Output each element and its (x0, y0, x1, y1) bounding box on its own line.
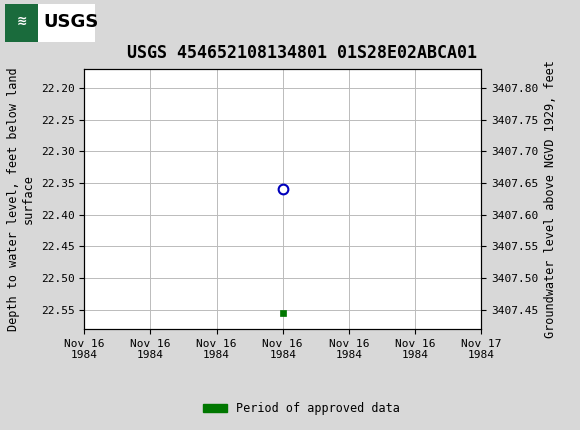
Bar (5, 3, 95, 42)
Text: USGS: USGS (44, 12, 99, 31)
Bar (5, 3, 38, 42)
Y-axis label: Groundwater level above NGVD 1929, feet: Groundwater level above NGVD 1929, feet (544, 60, 557, 338)
Legend: Period of approved data: Period of approved data (198, 397, 405, 420)
Text: USGS 454652108134801 01S28E02ABCA01: USGS 454652108134801 01S28E02ABCA01 (126, 44, 477, 62)
Y-axis label: Depth to water level, feet below land
surface: Depth to water level, feet below land su… (7, 67, 35, 331)
Text: ≋: ≋ (16, 15, 27, 28)
